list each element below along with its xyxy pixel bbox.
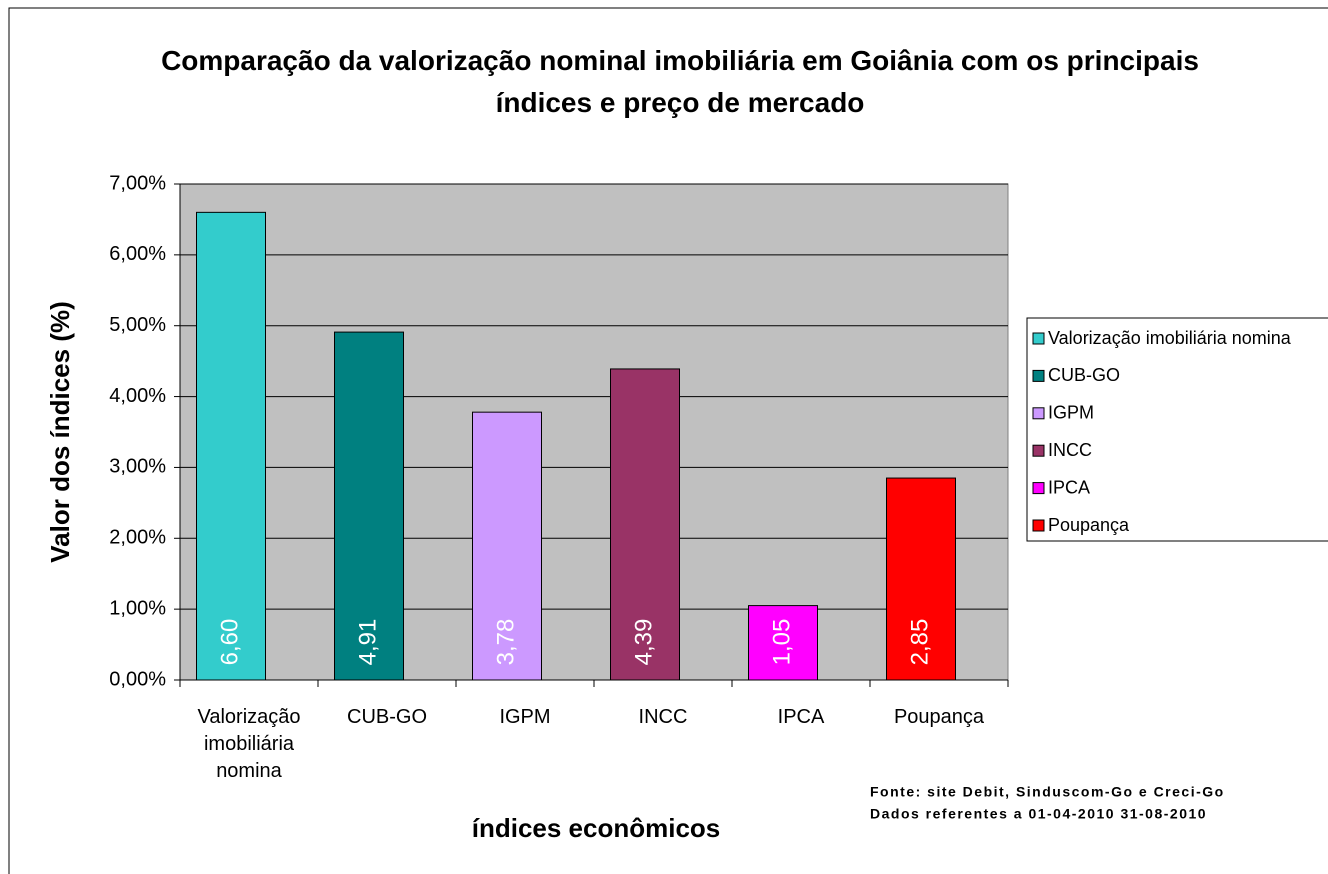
legend-label: CUB-GO <box>1048 365 1120 385</box>
bar <box>472 411 542 681</box>
legend-swatch <box>1032 519 1045 532</box>
plot-area <box>179 183 1009 681</box>
value-label: 2,85 <box>906 619 933 666</box>
legend-label: IPCA <box>1048 477 1090 497</box>
y-tick-label: 3,00% <box>109 456 166 478</box>
value-label: 4,39 <box>630 619 657 666</box>
y-tick-label: 1,00% <box>109 597 166 619</box>
bar <box>610 368 680 681</box>
source-note: Dados referentes a 01-04-2010 31-08-2010 <box>870 806 1207 822</box>
legend-swatch <box>1032 332 1045 345</box>
y-tick-label: 5,00% <box>109 314 166 336</box>
legend-swatch <box>1032 407 1045 420</box>
bar <box>886 477 956 681</box>
y-tick-label: 0,00% <box>109 668 166 690</box>
legend-label: Valorização imobiliária nomina <box>1048 328 1292 348</box>
value-label: 4,91 <box>354 619 381 666</box>
legend-swatch <box>1032 444 1045 457</box>
legend-label: IGPM <box>1048 403 1094 423</box>
value-label: 1,05 <box>768 619 795 666</box>
x-tick-label: CUB-GO <box>347 706 427 728</box>
chart-border <box>8 7 1328 874</box>
x-axis-label: índices econômicos <box>472 813 721 843</box>
y-tick-label: 4,00% <box>109 385 166 407</box>
source-note: Fonte: site Debit, Sinduscom-Go e Creci-… <box>870 784 1225 800</box>
legend-label: Poupança <box>1048 515 1130 535</box>
bar <box>748 605 818 681</box>
x-tick-label: Poupança <box>893 706 985 728</box>
legend-swatch <box>1032 482 1045 495</box>
x-tick-label: IGPM <box>499 706 551 728</box>
legend-swatch <box>1032 369 1045 382</box>
value-label: 3,78 <box>492 619 519 666</box>
x-tick-label: IPCA <box>777 706 825 728</box>
x-tick-label: Valorização imobiliária nomina <box>197 706 301 782</box>
y-tick-label: 6,00% <box>109 243 166 265</box>
bar <box>334 331 404 681</box>
y-tick-label: 2,00% <box>109 527 166 549</box>
y-tick-label: 7,00% <box>109 172 166 194</box>
x-tick-label: INCC <box>638 706 688 728</box>
y-axis-label: Valor dos índices (%) <box>45 301 75 563</box>
bar <box>196 211 266 681</box>
value-label: 6,60 <box>216 619 243 666</box>
legend-label: INCC <box>1048 440 1092 460</box>
legend <box>1026 317 1328 542</box>
chart-title: Comparação da valorização nominal imobil… <box>161 45 1199 118</box>
